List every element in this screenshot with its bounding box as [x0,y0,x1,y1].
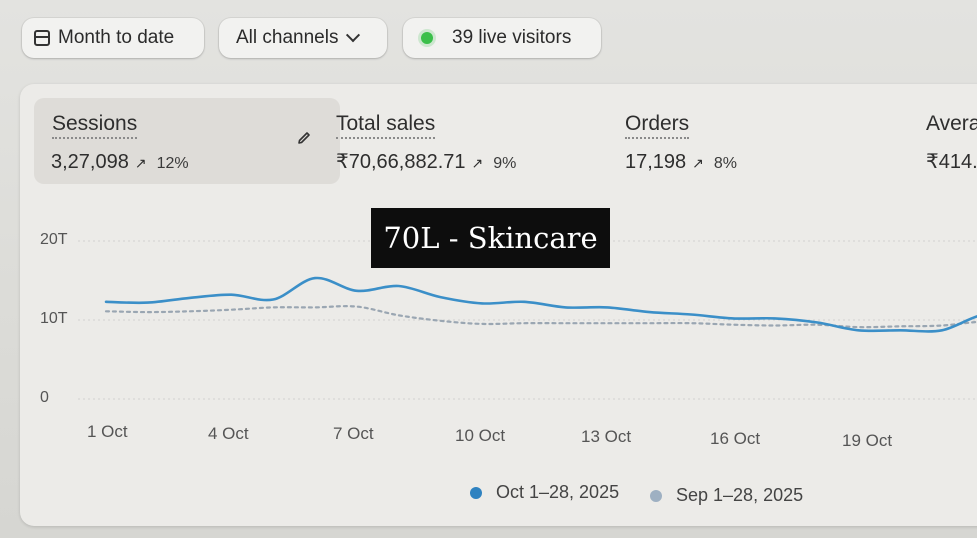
overlay-caption: 70L - Skincare [371,208,610,268]
metric-label-sessions[interactable]: Sessions [52,112,138,139]
x-tick-19-oct: 19 Oct [842,431,893,450]
pencil-icon[interactable] [296,130,312,146]
metric-value-average: ₹414. [926,151,977,173]
metric-sessions-card[interactable] [34,98,340,184]
legend-dot-icon [470,486,482,499]
y-tick-10: 10T [40,310,68,327]
metric-label-orders[interactable]: Orders [625,112,690,139]
channels-label: All channels [236,27,339,48]
metric-value: 17,198 [625,151,687,173]
metric-change: 9% [493,155,517,172]
live-visitors-button[interactable]: 39 live visitors [403,18,601,58]
analytics-card: Sessions 3,27,098 ↗ 12% Total sales ₹70,66… [20,84,977,526]
trend-up-icon: ↗ [134,155,147,171]
date-range-button[interactable]: Month to date [22,18,204,58]
metric-value-sessions: 3,27,098 ↗ 12% [51,150,189,176]
legend-item-current[interactable]: Oct 1–28, 2025 [470,482,619,503]
trend-up-icon: ↗ [471,155,484,171]
metric-value: ₹70,66,882.71 [336,151,466,173]
legend-dot-icon [650,489,662,502]
metric-label-total-sales[interactable]: Total sales [336,112,436,139]
metric-value: 3,27,098 [51,151,129,173]
y-tick-20: 20T [40,231,68,248]
metric-value-orders: 17,198 ↗ 8% [625,150,737,176]
y-tick-0: 0 [40,389,49,406]
date-range-label: Month to date [58,27,175,48]
x-tick-10-oct: 10 Oct [455,426,506,445]
trend-up-icon: ↗ [692,155,704,171]
x-tick-7-oct: 7 Oct [333,424,374,443]
x-tick-13-oct: 13 Oct [581,427,632,446]
metric-change: 12% [156,155,189,172]
channels-dropdown[interactable]: All channels [219,18,387,58]
metric-change: 8% [713,155,738,172]
series-line-current [104,276,977,333]
live-visitors-label: 39 live visitors [452,27,572,48]
legend-item-previous[interactable]: Sep 1–28, 2025 [650,485,803,506]
x-tick-4-oct: 4 Oct [208,424,249,443]
x-tick-16-oct: 16 Oct [710,429,761,448]
legend-label: Oct 1–28, 2025 [496,482,620,502]
metric-value-total-sales: ₹70,66,882.71 ↗ 9% [336,150,516,176]
x-tick-1-oct: 1 Oct [87,422,128,441]
live-status-dot-icon [421,32,433,44]
legend-label: Sep 1–28, 2025 [676,485,804,505]
calendar-icon [34,30,50,46]
series-line-previous [104,305,977,329]
metric-label-average[interactable]: Avera [926,112,977,135]
